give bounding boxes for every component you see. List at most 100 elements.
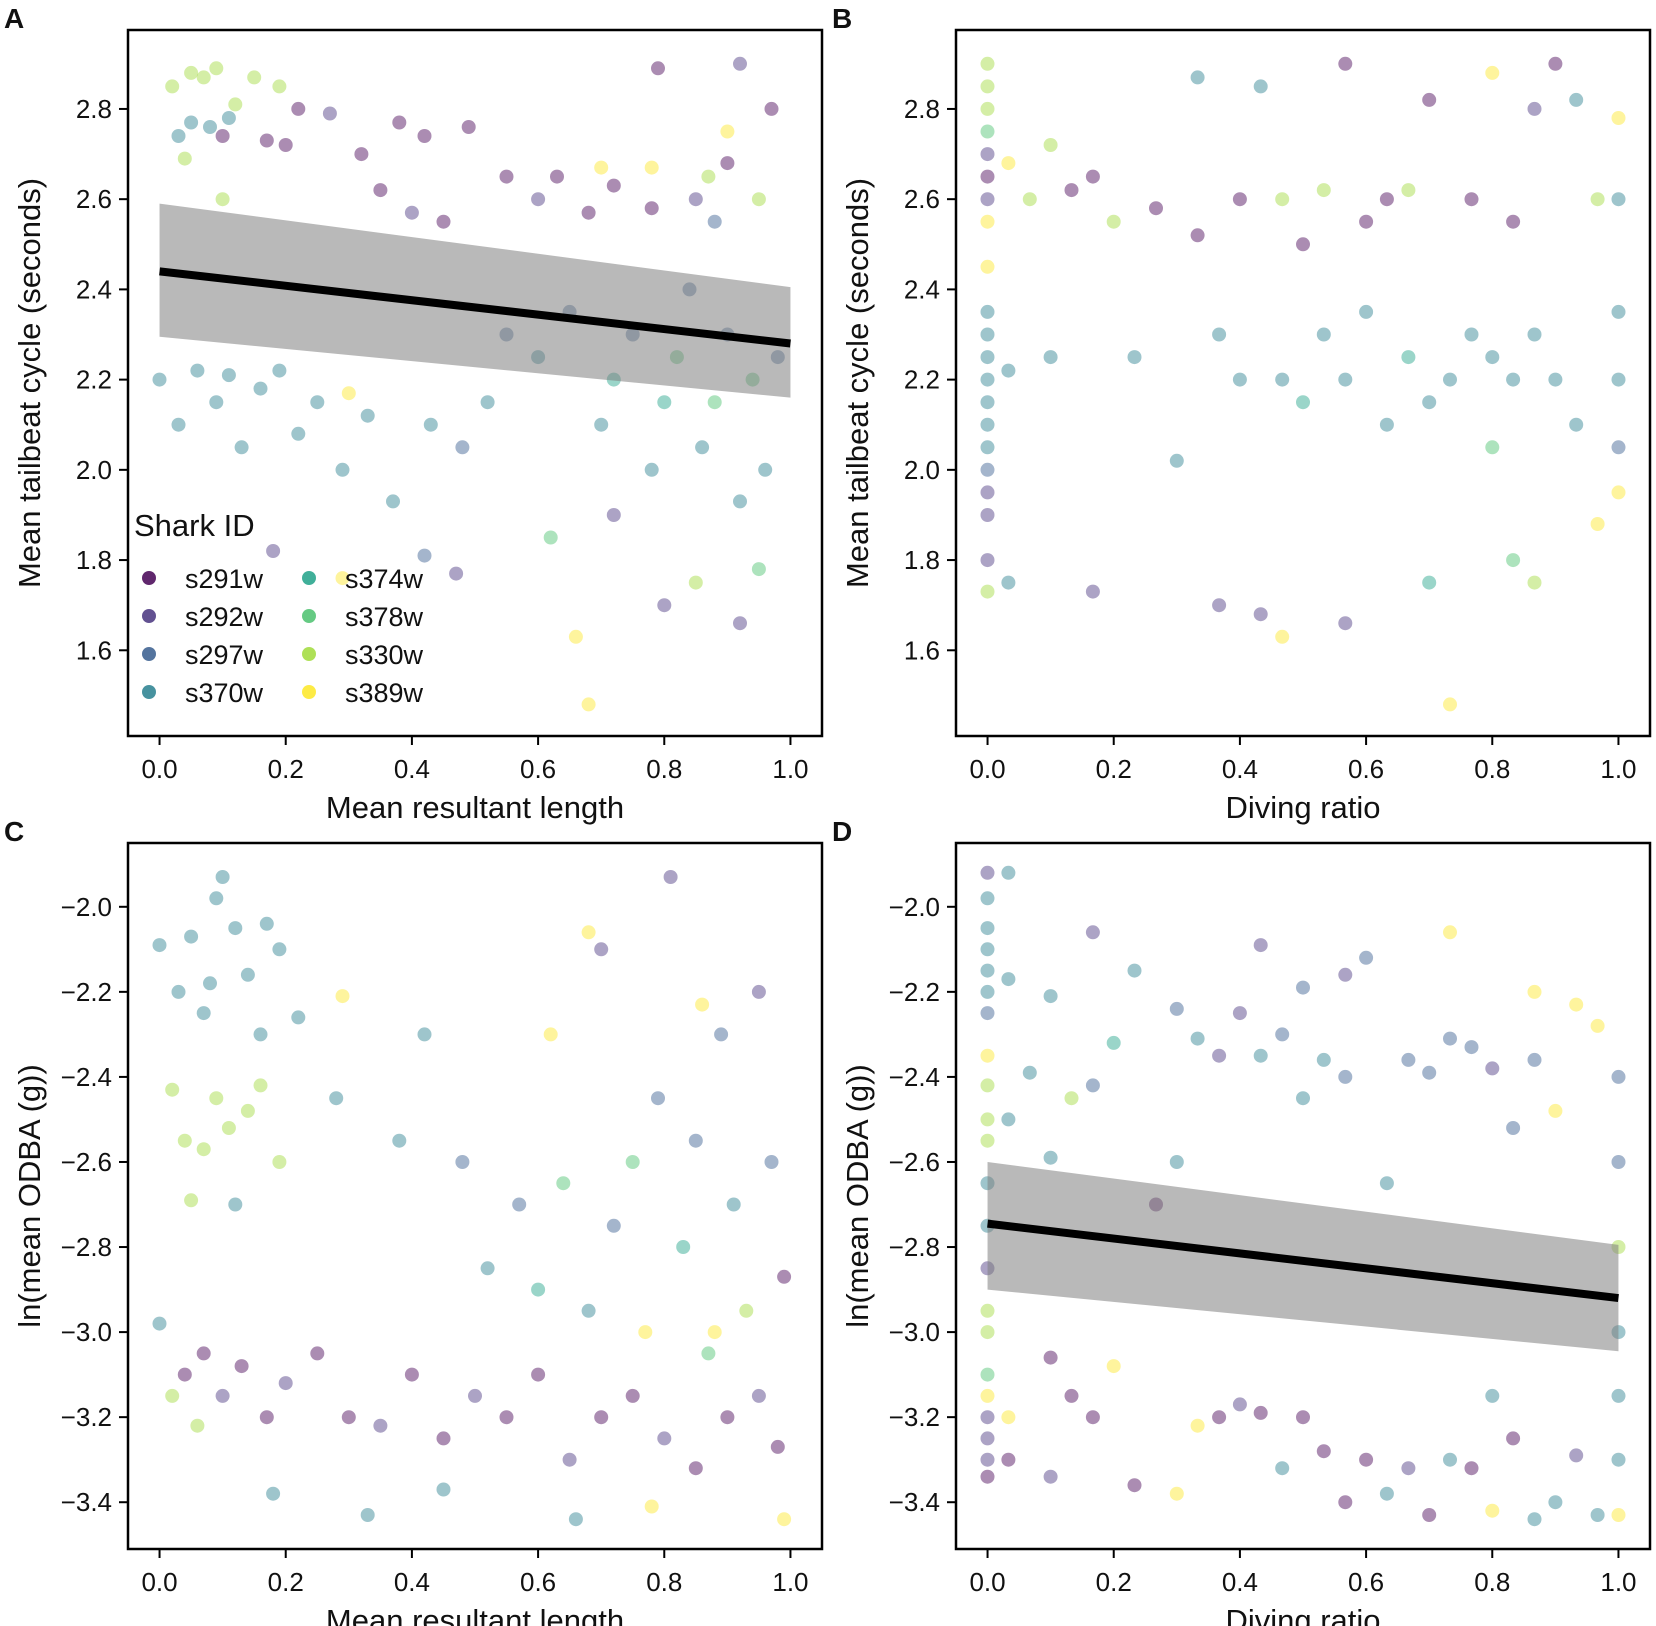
data-point [1401,1461,1416,1476]
data-point [594,417,609,432]
data-point [1401,1052,1416,1067]
data-point [980,891,995,906]
x-tick-label: 0.0 [969,754,1005,784]
scatter-points [152,56,785,712]
data-point [1422,92,1437,107]
data-point [1611,1452,1626,1467]
data-point [644,160,659,175]
scatter-points [980,865,1626,1527]
data-point [1253,79,1268,94]
data-point [751,984,766,999]
data-point [1485,440,1500,455]
data-point [240,967,255,982]
data-point [1275,629,1290,644]
data-point [1359,214,1374,229]
x-tick-label: 0.6 [520,1567,556,1597]
data-point [1085,1078,1100,1093]
data-point [581,205,596,220]
data-point [436,1431,451,1446]
data-point [1296,237,1310,252]
data-point [1212,1410,1227,1425]
data-point [449,566,464,581]
data-point [1085,925,1100,940]
y-tick-label: 2.0 [904,455,940,485]
data-point [980,921,995,936]
data-point [701,169,716,184]
data-point [733,494,747,509]
data-point [392,115,407,130]
data-point [404,1367,419,1382]
data-point [455,1155,470,1169]
data-point [1106,214,1121,229]
data-point [1443,697,1457,712]
y-axis-label: Mean tailbeat cycle (seconds) [12,178,47,588]
data-point [1316,183,1331,198]
data-point [1296,1410,1310,1425]
data-point [196,70,211,85]
data-point [1001,1410,1016,1425]
data-point [165,1082,180,1097]
data-point [1590,192,1605,207]
data-point [733,56,747,71]
data-point [777,1269,792,1284]
y-axis-label: Mean tailbeat cycle (seconds) [840,178,875,588]
data-point [638,1325,653,1340]
panel-c: C 0.0 0.2 0.4 0.6 0.8 1.0 −3.4 −3.2 −3.0 −2.8 −2.6 −… [4,816,824,1626]
panel-d: D 0.0 0.2 0.4 0.6 0.8 1.0 −3.4 −3.2 −3.0 −2.8 −2.6 −… [832,816,1652,1626]
data-point [184,1193,199,1208]
x-tick-label: 0.8 [646,754,682,784]
data-point [1338,616,1353,631]
data-point [461,120,476,134]
y-tick-label: −2.8 [61,1232,112,1262]
data-point [720,124,735,139]
data-point [1527,984,1542,999]
scatter-points [152,870,792,1527]
confidence-band [987,1161,1619,1352]
data-point [1190,1031,1205,1046]
x-axis-label: Mean resultant length [326,1603,624,1626]
data-point [215,192,230,207]
data-point [980,1078,995,1093]
data-point [1485,65,1500,80]
data-point [184,115,199,130]
y-tick-label: −2.0 [61,892,112,922]
data-point [278,138,293,152]
data-point [1464,1040,1479,1055]
data-point [1422,1065,1437,1080]
y-tick-label: −3.4 [889,1487,940,1517]
legend-marker-s389w [302,685,316,699]
data-point [468,1388,482,1403]
data-point [196,1346,211,1361]
legend: Shark ID s291w s292w s297w s370w s374w s378w s3… [134,508,424,708]
data-point [272,1155,287,1169]
data-point [165,1388,180,1403]
x-tick-label: 0.0 [969,1567,1005,1597]
x-tick-label: 1.0 [772,754,808,784]
data-point [562,1452,577,1467]
data-point [980,485,995,500]
data-point [1043,350,1058,365]
data-point [1001,1452,1016,1467]
regression-line [159,267,791,348]
legend-marker-s291w [142,571,156,585]
data-point [531,1367,546,1382]
data-point [707,1325,722,1340]
data-point [733,616,747,631]
data-point [1527,327,1542,342]
data-point [247,70,262,85]
data-point [543,530,558,545]
x-tick-label: 0.6 [1348,1567,1384,1597]
legend-label: s291w [185,564,264,594]
data-point [1043,138,1058,152]
data-point [1548,1495,1563,1510]
data-point [720,1410,735,1425]
legend-title: Shark ID [134,508,255,543]
data-point [625,1388,640,1403]
data-point [1359,1452,1374,1467]
data-point [980,508,995,522]
data-point [606,178,621,193]
y-tick-label: −2.2 [61,977,112,1007]
data-point [209,1091,224,1106]
y-tick-label: −2.6 [889,1147,940,1177]
data-point [980,1452,995,1467]
